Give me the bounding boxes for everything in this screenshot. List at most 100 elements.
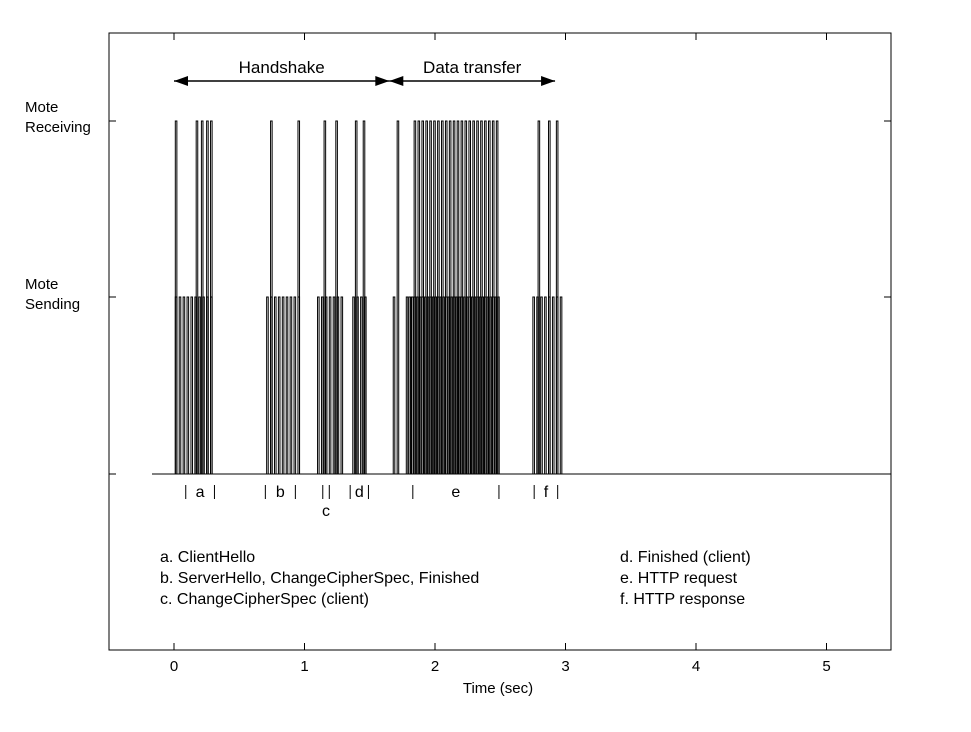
send-pulse [340,296,344,474]
send-pulse [411,296,414,474]
receive-pulse [429,120,432,474]
y-ticks [109,120,891,475]
phase-arrowhead-left [389,76,404,86]
x-tick-label: 1 [300,658,308,675]
receive-pulse [476,120,479,474]
send-pulse [481,296,485,474]
send-pulse [434,296,438,474]
x-ticks: 0 1 2 3 4 5 [170,33,831,675]
y-label-receiving-1: Mote [25,99,58,116]
receive-pulse [270,120,273,474]
send-pulse [559,296,563,474]
x-tick-label: 5 [822,658,830,675]
send-pulse [465,296,469,474]
send-pulse [202,296,205,474]
legend-item-a: a. ClientHello [160,549,255,566]
phase-label: Handshake [239,58,325,77]
receive-pulse [548,120,551,474]
send-pulse [186,296,190,474]
send-pulse [532,296,535,474]
receive-pulse [297,120,301,474]
send-pulse [320,296,324,474]
send-pulse [178,296,182,474]
send-pulse [540,296,543,474]
send-pulse [544,296,547,474]
phase-arrowhead-right [375,76,390,86]
send-pulse [352,296,355,474]
send-pulse [497,296,500,474]
segment-label: b [276,484,285,501]
send-pulse [182,296,186,474]
send-pulse [364,296,367,474]
x-tick-label: 0 [170,658,178,675]
receive-pulse [444,120,448,474]
plot-frame [108,32,892,651]
receive-pulse [468,120,471,474]
send-pulse [328,296,332,474]
receive-pulse [206,120,209,474]
receive-pulse [460,120,464,474]
send-pulse [266,296,269,474]
phase-arrowhead-left [174,76,188,86]
receive-pulse [484,120,487,474]
send-pulse [356,296,359,474]
receive-pulse [437,120,440,474]
receive-pulse [537,120,541,474]
receive-pulse [174,120,178,474]
phase-arrows: Handshake Data transfer [174,58,556,86]
send-pulse [489,296,492,474]
send-pulse [457,296,461,474]
receive-pulse [195,120,199,474]
legend-item-d: d. Finished (client) [620,549,751,566]
x-tick-label: 4 [692,658,700,675]
send-pulse [336,296,340,474]
send-pulse [317,296,320,474]
receive-pulse [555,120,559,474]
send-pulse [426,296,430,474]
y-label-sending-1: Mote [25,276,58,293]
legend-item-b: b. ServerHello, ChangeCipherSpec, Finish… [160,570,479,587]
legend-item-c: c. ChangeCipherSpec (client) [160,591,369,608]
send-pulse [332,296,336,474]
receive-pulse [413,120,417,474]
send-pulse [392,296,396,474]
send-pulse [277,296,281,474]
send-pulse [360,296,363,474]
receive-pulse [452,120,456,474]
send-pulse [190,296,194,474]
send-pulse [408,296,411,474]
send-pulse [198,296,201,474]
send-pulse [289,296,293,474]
send-pulse [418,296,422,474]
x-axis-label: Time (sec) [463,680,533,697]
send-pulse [551,296,555,474]
send-pulse [285,296,289,474]
phase-label: Data transfer [423,58,522,77]
segment-label: e [451,484,460,501]
phase-arrowhead-right [541,76,556,86]
send-pulse [442,296,445,474]
y-label-receiving-2: Receiving [25,119,91,136]
send-pulse [293,296,297,474]
receive-pulse [210,120,213,474]
send-pulse [324,296,328,474]
segment-label: d [355,484,364,501]
send-pulse [273,296,277,474]
segment-label: c [322,503,330,520]
segment-label: f [544,484,549,501]
y-label-sending-2: Sending [25,296,80,313]
receive-pulse [421,120,425,474]
receive-pulse [491,120,495,474]
send-pulse [473,296,477,474]
send-pulse [281,296,285,474]
legend-item-f: f. HTTP response [620,591,745,608]
segment-markers: a b c d e f [185,484,559,520]
send-pulse [450,296,453,474]
legend-item-e: e. HTTP request [620,570,738,587]
receive-pulse [396,120,400,474]
signal-trace [152,120,891,475]
send-pulse [405,296,409,474]
x-tick-label: 3 [561,658,569,675]
x-tick-label: 2 [431,658,439,675]
